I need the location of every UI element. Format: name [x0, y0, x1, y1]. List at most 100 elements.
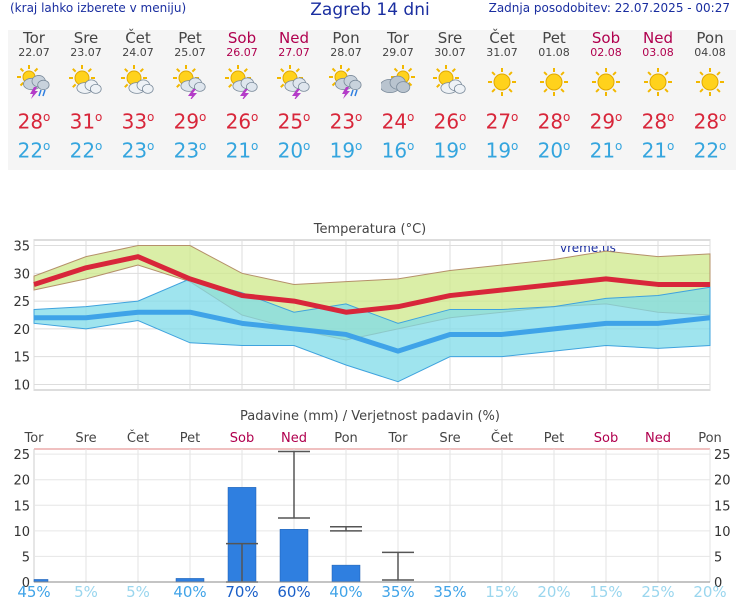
- thunderstorm-rain-icon: [329, 65, 362, 99]
- y-tick-label: 35: [13, 240, 30, 255]
- day-name: Čet: [489, 29, 515, 47]
- day-date: 02.08: [590, 46, 622, 59]
- x-category-label: Čet: [127, 430, 149, 446]
- sun-lightning-icon: [277, 65, 310, 99]
- min-temperature: 21o: [225, 138, 259, 163]
- day-date: 27.07: [278, 46, 310, 59]
- x-category-label: Sre: [75, 431, 96, 446]
- y-tick-label-right: 15: [714, 499, 731, 514]
- min-temperature: 16o: [381, 138, 415, 163]
- precipitation-bar: [331, 564, 361, 583]
- x-category-label: Pon: [698, 431, 722, 446]
- sun-icon: [644, 68, 672, 96]
- degree-symbol: o: [147, 138, 155, 153]
- precipitation-bar: [279, 529, 309, 583]
- day-date: 30.07: [434, 46, 466, 59]
- precipitation-probability-label: 35%: [433, 583, 466, 600]
- precipitation-probability-label: 5%: [126, 583, 150, 600]
- max-temperature: 23o: [329, 109, 363, 134]
- location-menu-hint[interactable]: (kraj lahko izberete v meniju): [10, 1, 187, 15]
- precipitation-probability-label: 5%: [74, 583, 98, 600]
- day-column: Čet 31.07 27o 19o: [476, 30, 528, 162]
- degree-symbol: o: [95, 138, 103, 153]
- day-column: Tor 29.07 24o 16o: [372, 30, 424, 162]
- precipitation-probability-label: 45%: [17, 583, 50, 600]
- degree-symbol: o: [199, 138, 207, 153]
- y-tick-label-left: 20: [13, 474, 30, 489]
- max-temperature: 31o: [69, 109, 103, 134]
- sun-cloud-icon: [69, 65, 102, 94]
- x-category-label: Tor: [23, 431, 44, 446]
- x-category-label: Pon: [334, 431, 358, 446]
- x-category-label: Ned: [645, 431, 671, 446]
- sun-icon: [540, 68, 568, 96]
- day-name: Tor: [23, 29, 45, 47]
- y-tick-label-left: 10: [13, 525, 30, 540]
- y-tick-label-left: 0: [22, 576, 30, 591]
- precipitation-probability-label: 40%: [173, 583, 206, 600]
- precipitation-probability-label: 15%: [485, 583, 518, 600]
- day-column: Ned 03.08 28o 21o: [632, 30, 684, 162]
- max-temperature: 29o: [173, 109, 207, 134]
- y-tick-label-left: 5: [22, 550, 30, 565]
- sun-icon: [696, 68, 724, 96]
- max-temperature: 33o: [121, 109, 155, 134]
- day-date: 31.07: [486, 46, 518, 59]
- degree-symbol: o: [615, 110, 623, 124]
- daily-forecast-strip: Tor 22.07 28o 22o Sre 23.07 31o 22o Čet 24…: [8, 30, 736, 170]
- x-category-label: Sob: [594, 431, 618, 446]
- precipitation-probability-label: 25%: [641, 583, 674, 600]
- degree-symbol: o: [303, 110, 311, 124]
- day-column: Pon 04.08 28o 22o: [684, 30, 736, 162]
- y-tick-label: 30: [13, 267, 30, 282]
- x-category-label: Ned: [281, 431, 307, 446]
- y-tick-label-right: 10: [714, 525, 731, 540]
- header: (kraj lahko izberete v meniju) Zagreb 14…: [0, 0, 740, 24]
- min-temperature: 19o: [433, 138, 467, 163]
- day-name: Pet: [542, 29, 566, 47]
- max-temperature: 28o: [641, 109, 675, 134]
- cloudy-icon: [381, 65, 415, 94]
- y-tick-label-left: 25: [13, 448, 30, 463]
- x-category-label: Sob: [230, 431, 254, 446]
- degree-symbol: o: [251, 110, 259, 124]
- max-temperature: 25o: [277, 109, 311, 134]
- day-date: 25.07: [174, 46, 206, 59]
- min-temperature: 19o: [485, 138, 519, 163]
- precipitation-probability-label: 20%: [693, 583, 726, 600]
- day-name: Sre: [73, 29, 99, 47]
- y-tick-label: 25: [13, 295, 30, 310]
- degree-symbol: o: [355, 138, 363, 153]
- degree-symbol: o: [563, 138, 571, 153]
- temperature-chart-title: Temperatura (°C): [313, 222, 426, 237]
- max-temperature: 29o: [589, 109, 623, 134]
- min-temperature: 23o: [173, 138, 207, 163]
- day-date: 29.07: [382, 46, 414, 59]
- degree-symbol: o: [615, 138, 623, 153]
- day-date: 28.07: [330, 46, 362, 59]
- day-date: 26.07: [226, 46, 258, 59]
- day-name: Čet: [125, 29, 151, 47]
- min-temperature: 22o: [69, 138, 103, 163]
- sun-icon: [592, 68, 620, 96]
- day-date: 23.07: [70, 46, 102, 59]
- sun-cloud-icon: [121, 65, 154, 94]
- min-temperature: 21o: [589, 138, 623, 163]
- day-name: Sre: [437, 29, 463, 47]
- thunderstorm-rain-icon: [17, 65, 50, 99]
- sun-icon: [488, 68, 516, 96]
- day-name: Sob: [227, 29, 257, 47]
- sun-lightning-icon: [225, 65, 258, 99]
- min-temperature: 21o: [641, 138, 675, 163]
- sun-lightning-icon: [173, 65, 206, 99]
- y-tick-label-right: 0: [714, 576, 722, 591]
- degree-symbol: o: [43, 110, 51, 124]
- y-tick-label: 20: [13, 323, 30, 338]
- day-name: Ned: [279, 29, 309, 47]
- min-temperature-line: [34, 309, 711, 354]
- degree-symbol: o: [303, 138, 311, 153]
- precipitation-probability-label: 60%: [277, 583, 310, 600]
- x-category-label: Čet: [491, 430, 513, 446]
- day-date: 04.08: [694, 46, 726, 59]
